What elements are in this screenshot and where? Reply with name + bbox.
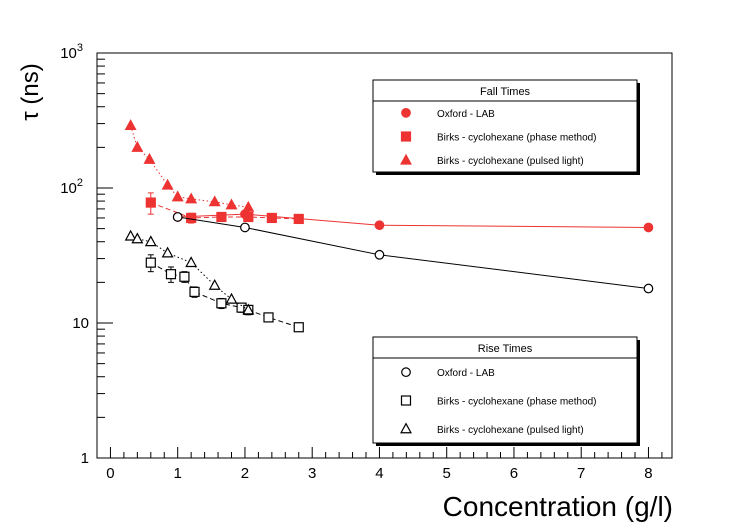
legend-label: Birks - cyclohexane (pulsed light) [437,425,584,436]
x-axis: 0 1 2 3 4 5 6 7 8 [96,447,663,482]
x-tick-label: 1 [174,465,182,482]
data-point [216,211,227,223]
x-tick-label: 8 [644,465,652,482]
series-5 [124,229,255,315]
legend-label: Oxford - LAB [437,109,495,120]
data-point [242,303,255,315]
legend-label: Birks - cyclohexane (phase method) [437,397,597,408]
data-point [293,322,304,333]
legend-title: Rise Times [478,343,533,355]
data-point [208,278,221,290]
data-point [225,292,238,304]
legend-label: Oxford - LAB [437,368,495,379]
data-point [240,222,250,233]
data-point [374,249,385,260]
series-line [177,213,649,228]
series-4 [145,254,304,333]
x-tick-label: 5 [443,465,451,482]
y-tick-label: 10 [72,315,89,332]
data-point [124,119,137,131]
legend-fall-times: Fall Times Oxford - LAB Birks - cyclohexan… [372,79,640,175]
x-tick-label: 2 [241,465,249,482]
y-tick-label: 103 [60,42,83,62]
data-point [374,220,385,231]
series-line [177,216,649,290]
legend-label: Birks - cyclohexane (pulsed light) [437,156,584,167]
x-tick-label: 7 [577,465,585,482]
data-point [208,195,221,207]
legend-label: Birks - cyclohexane (phase method) [437,133,597,144]
legend-box [372,79,638,173]
data-point [161,246,174,258]
data-point [293,213,304,225]
x-tick-label: 0 [106,465,114,482]
data-point [643,222,654,233]
legend-box [372,336,638,444]
data-point [185,192,198,204]
y-tick-label: 1 [81,450,89,467]
legend-marker [400,153,412,165]
legend-title: Fall Times [480,86,531,98]
data-point [266,212,277,224]
legend-marker [401,367,411,378]
data-point [161,178,174,190]
legend-marker [400,395,412,406]
y-axis: 1 10 102 103 [60,42,113,467]
data-point [165,269,177,280]
data-point [131,140,144,152]
data-point [643,283,654,294]
legend-marker [400,422,412,434]
data-point [124,229,137,241]
data-point [171,190,184,202]
y-tick-label: 102 [60,177,83,197]
data-point [143,152,156,164]
data-point [186,212,197,224]
legend-marker [401,107,411,118]
y-axis-title: τ (ns) [17,63,44,120]
x-axis-title: Concentration (g/l) [443,491,673,522]
data-point [172,212,183,222]
data-point [185,256,198,268]
legend-layer: Fall Times Oxford - LAB Birks - cyclohexan… [372,79,640,446]
legend-marker [400,131,412,142]
data-point [179,271,190,282]
legend-rise-times: Rise Times Oxford - LAB Birks - cyclohexan… [372,336,640,446]
data-point [243,211,254,223]
data-point [225,198,238,210]
series-line [130,125,249,208]
x-tick-label: 6 [510,465,518,482]
data-point [145,197,156,208]
series-1 [145,192,304,225]
series-2 [124,119,255,212]
plot-frame [96,52,673,459]
x-tick-label: 3 [308,465,316,482]
series-3 [172,212,654,294]
series-layer [124,119,654,333]
x-tick-label: 4 [375,465,383,482]
data-point [131,232,144,244]
data-point [189,286,200,297]
data-point [216,298,227,309]
data-point [145,257,156,268]
data-point [242,200,255,212]
data-point [263,312,274,323]
data-point [144,235,157,247]
